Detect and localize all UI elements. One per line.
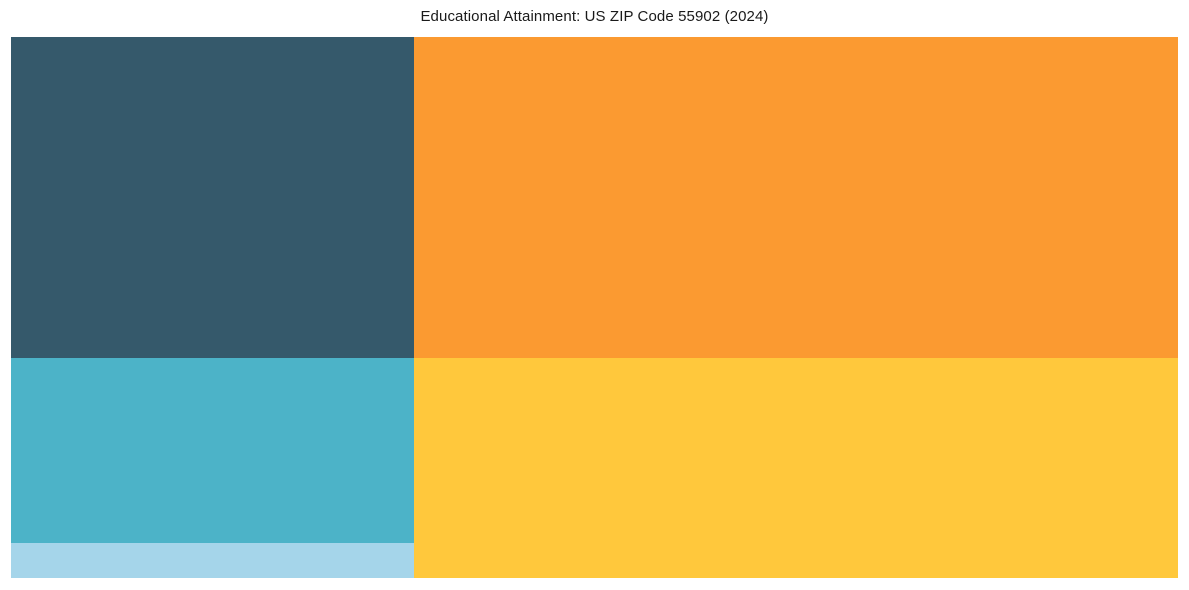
- treemap-tile-label: Less than High School: [19, 549, 149, 565]
- treemap-tile-graduate-or-professional-degree[interactable]: Graduate or Professional Degree: [414, 37, 1178, 358]
- treemap-tile-label: Some College or Associate Degree: [19, 364, 221, 380]
- treemap-tile-some-college-or-associate-degree[interactable]: Some College or Associate Degree: [11, 358, 414, 543]
- treemap-tile-label: High School Graduate: [422, 364, 550, 380]
- treemap-tile-label: Graduate or Professional Degree: [422, 43, 613, 59]
- treemap-tile-less-than-high-school[interactable]: Less than High School: [11, 543, 414, 578]
- treemap-plot-area: Bachelor's Degree Graduate or Profession…: [11, 37, 1178, 578]
- treemap-tile-high-school-graduate[interactable]: High School Graduate: [414, 358, 1178, 578]
- treemap-tile-bachelors-degree[interactable]: Bachelor's Degree: [11, 37, 414, 358]
- treemap-tile-label: Bachelor's Degree: [19, 43, 126, 59]
- page-title: Educational Attainment: US ZIP Code 5590…: [420, 8, 769, 25]
